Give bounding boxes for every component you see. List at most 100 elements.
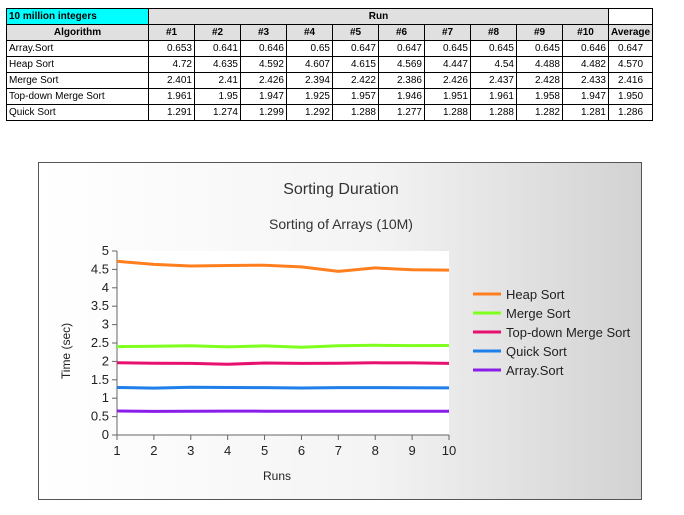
- y-tick-label: 2: [102, 353, 109, 368]
- run-value-cell: 0.647: [332, 40, 379, 57]
- y-axis-label: Time (sec): [59, 323, 73, 379]
- run-value-cell: 1.288: [424, 104, 471, 121]
- series-line: [116, 361, 450, 366]
- column-header: #6: [378, 24, 425, 41]
- average-cell: 2.416: [607, 72, 654, 89]
- table-blank-cell: [607, 8, 654, 25]
- run-value-cell: 1.958: [516, 88, 563, 105]
- run-value-cell: 4.635: [194, 56, 241, 73]
- legend-label: Top-down Merge Sort: [506, 325, 631, 340]
- run-value-cell: 1.95: [194, 88, 241, 105]
- average-cell: 0.647: [607, 40, 654, 57]
- column-header: #5: [332, 24, 379, 41]
- series-line: [116, 385, 450, 390]
- run-value-cell: 1.291: [148, 104, 195, 121]
- column-header: #9: [516, 24, 563, 41]
- table-row: Merge Sort 2.401 2.41 2.426 2.394 2.422 2.386 2…: [6, 72, 654, 89]
- run-value-cell: 0.65: [286, 40, 333, 57]
- x-tick-label: 1: [113, 443, 120, 458]
- run-value-cell: 0.645: [424, 40, 471, 57]
- run-value-cell: 2.433: [562, 72, 609, 89]
- algorithm-name-cell: Merge Sort: [6, 72, 149, 89]
- run-value-cell: 1.282: [516, 104, 563, 121]
- y-tick-label: 3: [102, 317, 109, 332]
- run-value-cell: 4.72: [148, 56, 195, 73]
- column-header: Average: [607, 24, 654, 41]
- x-tick-label: 4: [224, 443, 231, 458]
- run-value-cell: 1.274: [194, 104, 241, 121]
- column-header: Algorithm: [6, 24, 149, 41]
- run-value-cell: 2.394: [286, 72, 333, 89]
- run-value-cell: 2.428: [516, 72, 563, 89]
- column-header: #1: [148, 24, 195, 41]
- run-value-cell: 0.641: [194, 40, 241, 57]
- run-value-cell: 1.281: [562, 104, 609, 121]
- run-value-cell: 4.447: [424, 56, 471, 73]
- y-tick-label: 0.5: [91, 409, 109, 424]
- run-value-cell: 4.592: [240, 56, 287, 73]
- run-value-cell: 1.299: [240, 104, 287, 121]
- x-tick-label: 8: [372, 443, 379, 458]
- chart-panel: Sorting Duration Sorting of Arrays (10M)…: [38, 162, 642, 500]
- algorithm-name-cell: Heap Sort: [6, 56, 149, 73]
- x-tick-label: 10: [442, 443, 456, 458]
- run-value-cell: 1.947: [240, 88, 287, 105]
- run-value-cell: 1.957: [332, 88, 379, 105]
- table-row: Top-down Merge Sort 1.961 1.95 1.947 1.925 1.…: [6, 88, 654, 105]
- average-cell: 4.570: [607, 56, 654, 73]
- chart-legend: Heap Sort Merge Sort Top-down Merge Sort Qu…: [473, 287, 631, 378]
- run-value-cell: 0.646: [240, 40, 287, 57]
- run-value-cell: 1.277: [378, 104, 425, 121]
- algorithm-name-cell: Quick Sort: [6, 104, 149, 121]
- line-chart: Sorting Duration Sorting of Arrays (10M)…: [59, 181, 631, 483]
- results-table: 10 million integers Run Algorithm #1 #2 #3 #…: [6, 8, 654, 121]
- run-value-cell: 1.292: [286, 104, 333, 121]
- series-line: [116, 343, 450, 349]
- run-value-cell: 0.645: [516, 40, 563, 57]
- run-value-cell: 2.426: [240, 72, 287, 89]
- x-axis-label: Runs: [263, 469, 291, 483]
- y-tick-label: 1.5: [91, 372, 109, 387]
- column-header: #8: [470, 24, 517, 41]
- y-tick-label: 1: [102, 390, 109, 405]
- run-value-cell: 0.646: [562, 40, 609, 57]
- legend-label: Heap Sort: [506, 287, 565, 302]
- y-tick-label: 2.5: [91, 335, 109, 350]
- table-header-row: Algorithm #1 #2 #3 #4 #5 #6 #7 #8 #9 #10 Average: [6, 24, 654, 41]
- chart-subtitle: Sorting of Arrays (10M): [269, 216, 413, 232]
- table-row: Array.Sort 0.653 0.641 0.646 0.65 0.647 0.647 0…: [6, 40, 654, 57]
- run-value-cell: 1.288: [470, 104, 517, 121]
- x-tick-label: 7: [335, 443, 342, 458]
- run-value-cell: 2.386: [378, 72, 425, 89]
- average-cell: 1.286: [607, 104, 654, 121]
- run-value-cell: 4.569: [378, 56, 425, 73]
- x-tick-label: 2: [150, 443, 157, 458]
- x-tick-label: 3: [187, 443, 194, 458]
- chart-title: Sorting Duration: [283, 181, 399, 198]
- run-value-cell: 1.925: [286, 88, 333, 105]
- run-value-cell: 2.426: [424, 72, 471, 89]
- column-header: #7: [424, 24, 471, 41]
- run-value-cell: 4.482: [562, 56, 609, 73]
- y-tick-label: 5: [102, 243, 109, 258]
- average-cell: 1.950: [607, 88, 654, 105]
- run-value-cell: 4.615: [332, 56, 379, 73]
- table-group-row: 10 million integers Run: [6, 8, 654, 25]
- run-value-cell: 0.653: [148, 40, 195, 57]
- y-tick-label: 0: [102, 427, 109, 442]
- column-header: #10: [562, 24, 609, 41]
- algorithm-name-cell: Array.Sort: [6, 40, 149, 57]
- run-value-cell: 4.54: [470, 56, 517, 73]
- y-tick-label: 4: [102, 280, 109, 295]
- run-value-cell: 1.947: [562, 88, 609, 105]
- run-value-cell: 1.951: [424, 88, 471, 105]
- table-row: Heap Sort 4.72 4.635 4.592 4.607 4.615 4.569 4.…: [6, 56, 654, 73]
- run-value-cell: 1.946: [378, 88, 425, 105]
- plot-area: 0 0.5 1 1.5 2 2.5 3 3.5 4 4.5 5 1 2 3 4 5 6 7 8 9 10: [91, 243, 456, 458]
- run-value-cell: 0.645: [470, 40, 517, 57]
- dataset-label: 10 million integers: [6, 8, 149, 25]
- legend-label: Quick Sort: [506, 344, 567, 359]
- x-tick-label: 9: [408, 443, 415, 458]
- y-tick-label: 4.5: [91, 261, 109, 276]
- legend-label: Merge Sort: [506, 306, 571, 321]
